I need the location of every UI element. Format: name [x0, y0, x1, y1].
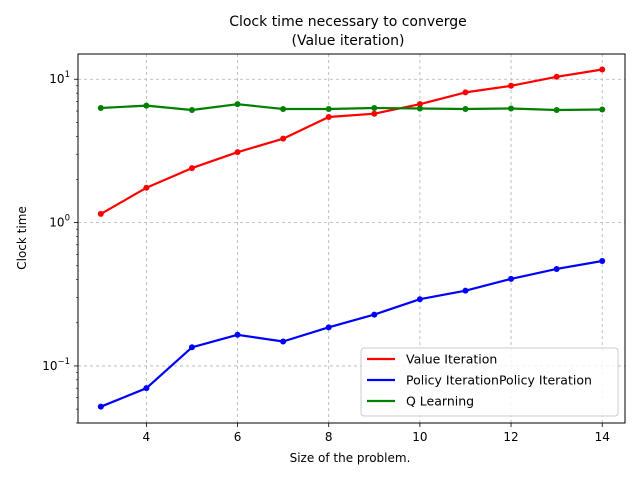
data-point [234, 331, 241, 338]
x-tick-label: 8 [325, 430, 333, 444]
data-point [143, 184, 150, 191]
series-line [100, 68, 603, 215]
series-q-learning [97, 101, 606, 114]
x-axis-label: Size of the problem. [290, 451, 411, 465]
data-point [599, 66, 606, 73]
data-point [234, 149, 241, 156]
y-tick-label: 101 [49, 70, 70, 86]
data-point [280, 106, 287, 113]
data-point [416, 296, 423, 303]
series-policy-iterationpolicy-iteration [97, 257, 606, 410]
data-point [143, 102, 150, 109]
data-point [599, 257, 606, 264]
y-tick-exponent: −1 [57, 357, 70, 367]
x-axis-ticks: 4 6 8 10 12 14 [143, 423, 610, 444]
series-value-iteration [97, 66, 606, 217]
y-tick-exponent: 0 [65, 214, 70, 224]
legend-box [360, 347, 619, 417]
chart-subtitle: (Value iteration) [292, 33, 405, 49]
data-point [553, 265, 560, 272]
data-point [371, 105, 378, 112]
data-point [599, 106, 606, 113]
y-axis-label: Clock time [15, 206, 29, 270]
data-point [553, 73, 560, 80]
x-tick-label: 4 [143, 430, 151, 444]
data-point [280, 338, 287, 345]
data-point [188, 344, 195, 351]
y-tick-exponent: 1 [65, 70, 70, 80]
x-tick-label: 14 [595, 430, 610, 444]
legend-label: Value Iteration [406, 352, 497, 367]
series-line [100, 103, 603, 112]
data-point [553, 107, 560, 114]
data-point [280, 135, 287, 142]
data-point [416, 105, 423, 112]
data-point [325, 114, 332, 121]
data-point [97, 105, 104, 112]
y-tick-label: 100 [49, 214, 70, 230]
data-point [234, 101, 241, 108]
data-point [188, 107, 195, 114]
series-group [97, 66, 606, 410]
data-point [508, 82, 515, 89]
x-tick-label: 10 [412, 430, 427, 444]
x-tick-label: 12 [503, 430, 518, 444]
data-point [508, 105, 515, 112]
legend-label: Q Learning [406, 394, 474, 409]
legend-label: Policy IterationPolicy Iteration [406, 373, 592, 388]
y-tick-label: 10−1 [42, 357, 70, 373]
data-point [462, 106, 469, 113]
data-point [188, 165, 195, 172]
data-point [371, 311, 378, 318]
data-point [97, 210, 104, 217]
data-point [325, 106, 332, 113]
chart-title: Clock time necessary to converge [229, 14, 467, 30]
data-point [143, 385, 150, 392]
data-point [416, 101, 423, 108]
data-point [97, 403, 104, 410]
series-line [100, 259, 603, 408]
legend: Value Iteration Policy IterationPolicy It… [360, 347, 619, 417]
data-point [371, 110, 378, 117]
data-point [508, 275, 515, 282]
data-point [462, 287, 469, 294]
data-point [325, 324, 332, 331]
plot-area-frame [77, 53, 626, 424]
data-point [462, 89, 469, 96]
x-tick-label: 6 [234, 430, 242, 444]
